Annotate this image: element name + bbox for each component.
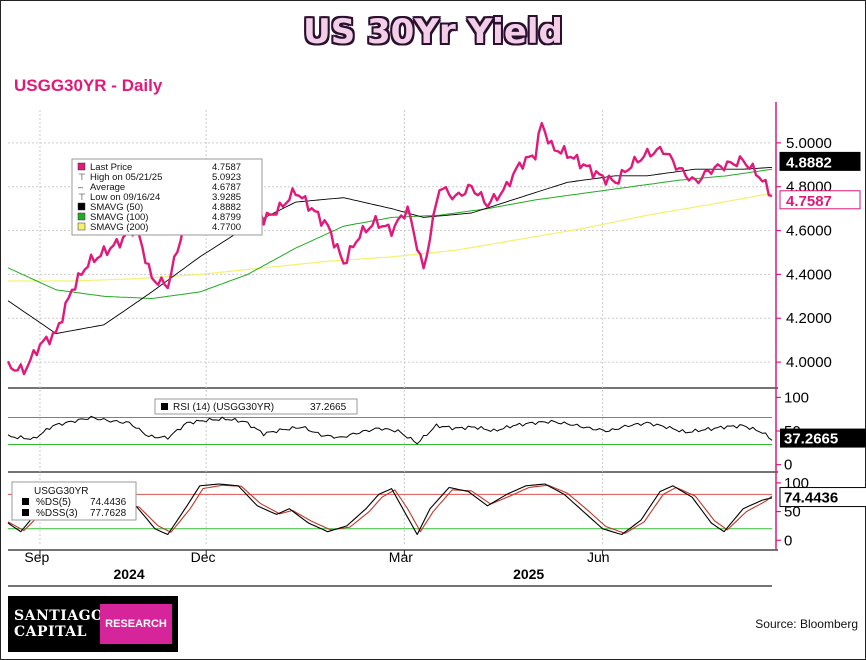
chart-axes: 4.00004.20004.40004.60004.80005.00004.88… <box>24 102 866 582</box>
stoch-legend-value: 74.4436 <box>90 497 127 508</box>
price-legend-label: SMAVG (200) <box>90 222 148 233</box>
yellow-square-icon <box>77 222 86 231</box>
price-legend-label: Average <box>90 182 125 193</box>
price-legend-label: High on 05/21/25 <box>90 172 162 183</box>
rsi-line <box>7 415 773 445</box>
black-square-icon <box>77 202 86 211</box>
price-legend-label: Low on 09/16/24 <box>90 192 160 203</box>
ticker-subtitle: USGG30YR - Daily <box>14 76 163 95</box>
price-tick-label: 4.0000 <box>786 354 832 371</box>
pink-square-icon <box>77 162 86 171</box>
logo-line-1: SANTIAGO <box>14 608 104 624</box>
price-legend-label: Last Price <box>90 162 132 173</box>
logo-wordmark: SANTIAGO CAPITAL <box>14 608 104 640</box>
price-legend-value: 4.8799 <box>212 212 241 223</box>
stoch-current-label: 74.4436 <box>784 490 838 507</box>
price-legend-label: SMAVG (50) <box>90 202 143 213</box>
low-marker-icon: ⊤ <box>78 192 86 202</box>
price-legend-value: 5.0923 <box>212 172 241 183</box>
price-tick-label: 4.6000 <box>786 223 832 240</box>
logo-line-2: CAPITAL <box>14 624 87 640</box>
rsi-tick-label: 100 <box>784 389 809 406</box>
price-tick-label: 5.0000 <box>786 135 832 152</box>
stoch-current-label-box <box>779 487 866 508</box>
black-square-icon <box>22 498 29 505</box>
price-legend-value: 4.8882 <box>212 202 241 213</box>
chart-svg: 4.00004.20004.40004.60004.80005.00004.88… <box>6 102 866 587</box>
month-label: Jun <box>587 549 610 565</box>
stoch-legend-box <box>11 481 137 521</box>
price-legend-value: 4.7700 <box>212 222 241 233</box>
smavg100-line <box>7 168 773 299</box>
chart-legends: Last Price 4.7587 ⊤ High on 05/21/25 5.0923 –… <box>11 158 358 521</box>
price-legend-label: SMAVG (100) <box>90 212 148 223</box>
green-square-icon <box>77 212 86 221</box>
stoch-tick-label: 0 <box>784 532 792 549</box>
santiago-capital-logo: SANTIAGO CAPITAL RESEARCH <box>8 596 178 652</box>
price-legend-value: 4.6787 <box>212 182 241 193</box>
logo-research-badge: RESEARCH <box>100 604 172 644</box>
rsi-current-label: 37.2665 <box>784 431 838 448</box>
stoch-legend-title: USGG30YR <box>34 486 88 497</box>
high-marker-icon: ⊤ <box>78 172 86 182</box>
price-current-label-box <box>779 151 861 171</box>
stoch-legend-label: %DSS(3) <box>36 508 78 519</box>
stoch-tick-label: 50 <box>784 504 801 521</box>
month-label: Sep <box>24 549 49 565</box>
month-label: Dec <box>191 549 216 565</box>
rsi-legend-label: RSI (14) (USGG30YR) <box>173 402 274 413</box>
price-current-label: 4.8882 <box>786 154 832 171</box>
price-legend-box <box>71 158 263 236</box>
smavg200-line <box>8 192 773 282</box>
rsi-legend-icon <box>161 403 168 410</box>
month-label: Mar <box>389 549 413 565</box>
source-note: Source: Bloomberg <box>755 617 858 631</box>
price-tick-label: 4.4000 <box>786 266 832 283</box>
year-label: 2024 <box>113 566 144 582</box>
smavg50-line <box>7 166 773 335</box>
price-tick-label: 4.2000 <box>786 310 832 327</box>
price-legend-value: 3.9285 <box>212 192 241 203</box>
price-legend-value: 4.7587 <box>212 162 241 173</box>
rsi-legend-box <box>154 398 358 415</box>
stoch-legend-label: %DS(5) <box>36 497 71 508</box>
rsi-legend-value: 37.2665 <box>310 402 347 413</box>
black-square-icon <box>22 509 29 516</box>
chart-title: US 30Yr Yield <box>303 12 563 52</box>
rsi-current-label-box <box>780 428 866 448</box>
price-current-label: 4.7587 <box>786 193 832 210</box>
stoch-legend-value: 77.7628 <box>90 508 127 519</box>
average-marker-icon: – <box>78 182 83 192</box>
rsi-tick-label: 0 <box>784 457 792 474</box>
year-label: 2025 <box>513 566 544 582</box>
price-current-label-box <box>779 190 861 210</box>
